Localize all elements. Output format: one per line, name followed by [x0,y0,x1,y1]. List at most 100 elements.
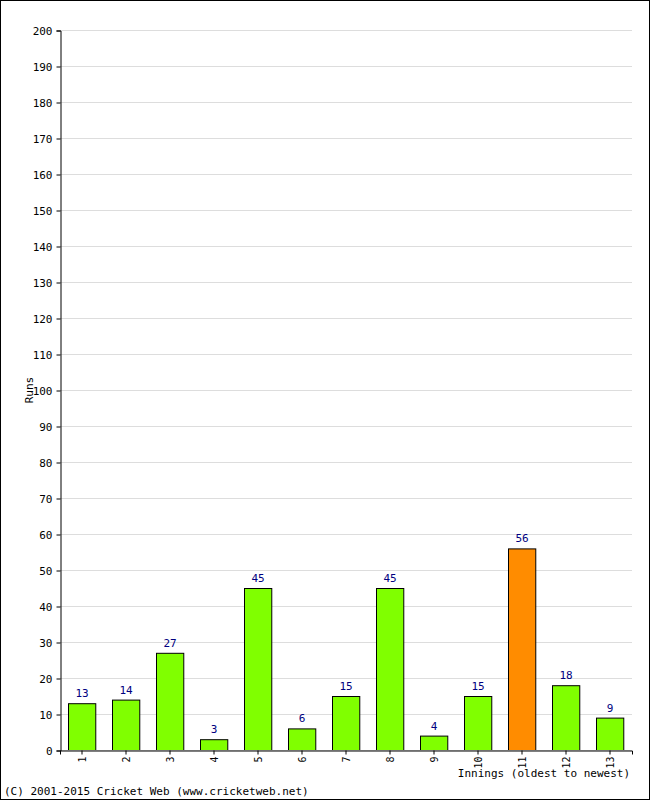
y-tick-mark [57,391,61,392]
x-tick: 5 [253,751,264,763]
x-tick-mark [346,751,347,755]
bar [289,729,316,750]
y-tick-mark [57,715,61,716]
data-label: 13 [75,687,88,700]
x-tick-mark [522,751,523,755]
y-tick: 170 [33,133,61,146]
y-tick-label: 180 [33,97,53,110]
y-tick: 200 [33,25,61,38]
x-tick-label: 6 [297,757,308,763]
x-tick: 8 [385,751,396,763]
bar [509,549,536,750]
data-label: 56 [515,532,528,545]
y-tick-label: 90 [39,421,52,434]
y-tick: 30 [39,637,60,650]
chart: 1314273456154541556189010203040506070809… [0,0,650,800]
y-tick: 0 [46,745,61,758]
y-tick: 90 [39,421,60,434]
x-tick: 3 [165,751,176,763]
data-label: 18 [559,669,572,682]
y-tick-mark [57,103,61,104]
grid-line [60,390,632,391]
y-tick-mark [57,427,61,428]
data-labels: 1314273456154541556189 [75,532,613,736]
bar [377,589,404,751]
x-tick: 13 [605,751,616,769]
y-tick-label: 60 [39,529,52,542]
data-label: 45 [251,572,264,585]
y-tick-mark [57,283,61,284]
bar [69,704,96,750]
background [1,1,650,800]
grid-line [60,534,632,535]
y-tick-label: 50 [39,565,52,578]
x-tick-mark [214,751,215,755]
data-label: 3 [211,723,218,736]
x-tick: 9 [429,751,440,763]
y-tick-mark [57,175,61,176]
x-tick: 2 [121,751,132,763]
y-tick: 130 [33,277,61,290]
bar [333,697,360,751]
y-tick: 60 [39,529,60,542]
y-tick-label: 130 [33,277,53,290]
y-tick: 10 [39,709,60,722]
x-tick-label: 9 [429,757,440,763]
y-tick-mark [57,751,61,752]
y-tick: 140 [33,241,61,254]
x-tick-mark [478,751,479,755]
x-tick-label: 4 [209,757,220,763]
data-label: 6 [299,712,306,725]
y-axis-line [57,31,62,751]
grid-line [60,570,632,571]
y-tick: 110 [33,349,61,362]
x-tick: 12 [561,751,572,769]
y-axis: 0102030405060708090100110120130140150160… [33,25,61,758]
grid-line [60,246,632,247]
grid-line [60,66,632,67]
bar [421,736,448,750]
y-tick-mark [57,139,61,140]
y-tick-label: 10 [39,709,52,722]
y-tick: 50 [39,565,60,578]
grid-line [60,354,632,355]
x-axis-line [61,751,633,755]
x-tick: 11 [517,751,528,769]
y-tick-mark [57,211,61,212]
y-tick-mark [57,463,61,464]
x-tick-mark [566,751,567,755]
grid-line [60,282,632,283]
y-tick: 100 [33,385,61,398]
data-label: 4 [431,720,438,733]
grid-line [60,606,632,607]
x-tick-mark [170,751,171,755]
y-tick: 70 [39,493,60,506]
x-tick-label: 2 [121,757,132,763]
annotations: (C) 2001-2015 Cricket Web (www.cricketwe… [4,785,309,798]
x-tick: 1 [77,751,88,763]
y-tick-mark [57,571,61,572]
y-tick-mark [57,607,61,608]
x-tick-label: 5 [253,757,264,763]
x-tick-mark [82,751,83,755]
x-tick: 4 [209,751,220,763]
data-label: 9 [607,702,614,715]
y-tick-label: 120 [33,313,53,326]
x-tick-mark [126,751,127,755]
data-label: 45 [383,572,396,585]
x-axis: 12345678910111213 [61,751,633,769]
y-tick: 150 [33,205,61,218]
y-tick: 20 [39,673,60,686]
grid-line [60,426,632,427]
y-tick: 190 [33,61,61,74]
y-tick-label: 200 [33,25,53,38]
bar [465,697,492,751]
y-tick-mark [57,67,61,68]
x-tick-label: 7 [341,757,352,763]
grid-line [60,678,632,679]
bar [553,686,580,750]
y-tick-mark [57,679,61,680]
grid-line [60,498,632,499]
x-tick: 10 [473,751,484,769]
y-tick-mark [57,355,61,356]
